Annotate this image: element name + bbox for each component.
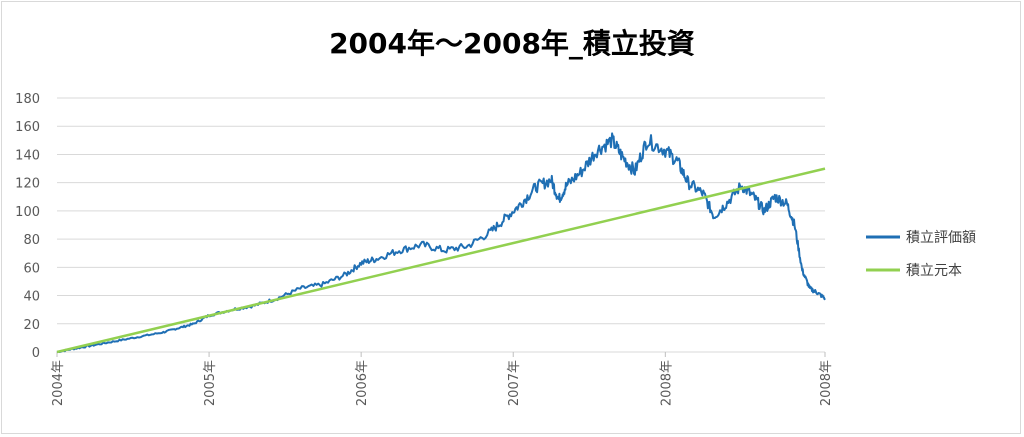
y-axis-ticks: 0 20 40 60 80 100 120 140 160 180 (15, 92, 40, 361)
series-lines (56, 132, 826, 354)
chart-title: 2004年～2008年_積立投資 (329, 27, 695, 60)
y-tick-label: 20 (23, 318, 40, 333)
y-tick-label: 180 (15, 92, 40, 107)
x-tick-label: 2005年 (203, 360, 218, 406)
x-tick-label: 2008年 (819, 360, 834, 406)
legend-label: 積立元本 (906, 263, 962, 279)
y-tick-label: 60 (23, 261, 40, 276)
x-axis-ticks: 2004年 2005年 2006年 2007年 2008年 2008年 (51, 352, 834, 406)
x-tick-label: 2004年 (51, 360, 66, 406)
y-tick-label: 120 (15, 177, 40, 192)
grid-lines (57, 97, 825, 353)
y-tick-label: 160 (15, 120, 40, 135)
y-tick-label: 80 (23, 233, 40, 248)
y-tick-label: 100 (15, 205, 40, 220)
legend-label: 積立評価額 (906, 230, 976, 246)
y-tick-label: 140 (15, 148, 40, 163)
y-tick-label: 40 (23, 290, 40, 305)
x-tick-label: 2006年 (355, 360, 370, 406)
y-tick-label: 0 (32, 346, 40, 361)
series-line-2 (56, 167, 826, 354)
x-tick-label: 2008年 (659, 360, 674, 406)
x-tick-label: 2007年 (507, 360, 522, 406)
series-line-1 (56, 132, 826, 353)
